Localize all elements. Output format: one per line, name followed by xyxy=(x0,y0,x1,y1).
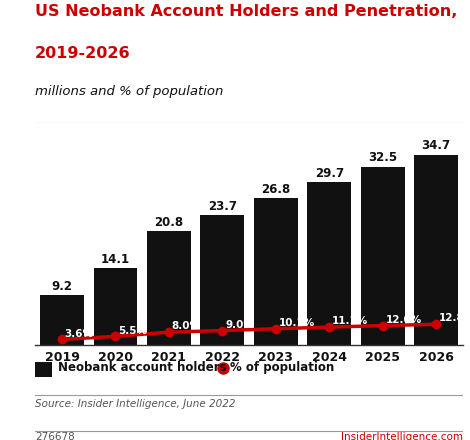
Text: 11.1%: 11.1% xyxy=(332,316,368,326)
Text: 5.5%: 5.5% xyxy=(118,326,147,335)
Text: 32.5: 32.5 xyxy=(368,151,397,165)
Bar xyxy=(147,231,191,345)
Bar xyxy=(35,362,52,377)
Text: % of population: % of population xyxy=(230,361,334,374)
Text: 26.8: 26.8 xyxy=(261,183,290,196)
Text: 9.2: 9.2 xyxy=(52,279,72,293)
Text: 3.6%: 3.6% xyxy=(65,329,94,339)
Text: 9.0%: 9.0% xyxy=(225,320,254,330)
Text: 2019-2026: 2019-2026 xyxy=(35,46,131,61)
Text: 12.0%: 12.0% xyxy=(385,315,422,325)
Bar xyxy=(94,268,137,345)
Bar xyxy=(200,215,244,345)
Text: 14.1: 14.1 xyxy=(101,253,130,266)
Bar xyxy=(254,198,298,345)
Text: 12.8%: 12.8% xyxy=(439,313,470,323)
Text: 276678: 276678 xyxy=(35,433,75,440)
Text: 23.7: 23.7 xyxy=(208,200,237,213)
Text: 8.0%: 8.0% xyxy=(172,321,201,331)
Text: 34.7: 34.7 xyxy=(422,139,451,152)
Text: Neobank account holders: Neobank account holders xyxy=(58,361,227,374)
Text: 10.1%: 10.1% xyxy=(279,318,315,328)
Bar xyxy=(361,167,405,345)
Text: 20.8: 20.8 xyxy=(154,216,183,229)
Text: InsiderIntelligence.com: InsiderIntelligence.com xyxy=(341,433,463,440)
Bar xyxy=(414,154,458,345)
Bar xyxy=(40,295,84,345)
Text: US Neobank Account Holders and Penetration,: US Neobank Account Holders and Penetrati… xyxy=(35,4,458,19)
Bar xyxy=(307,182,351,345)
Text: 29.7: 29.7 xyxy=(315,167,344,180)
Text: Source: Insider Intelligence, June 2022: Source: Insider Intelligence, June 2022 xyxy=(35,399,236,409)
Text: millions and % of population: millions and % of population xyxy=(35,85,224,98)
